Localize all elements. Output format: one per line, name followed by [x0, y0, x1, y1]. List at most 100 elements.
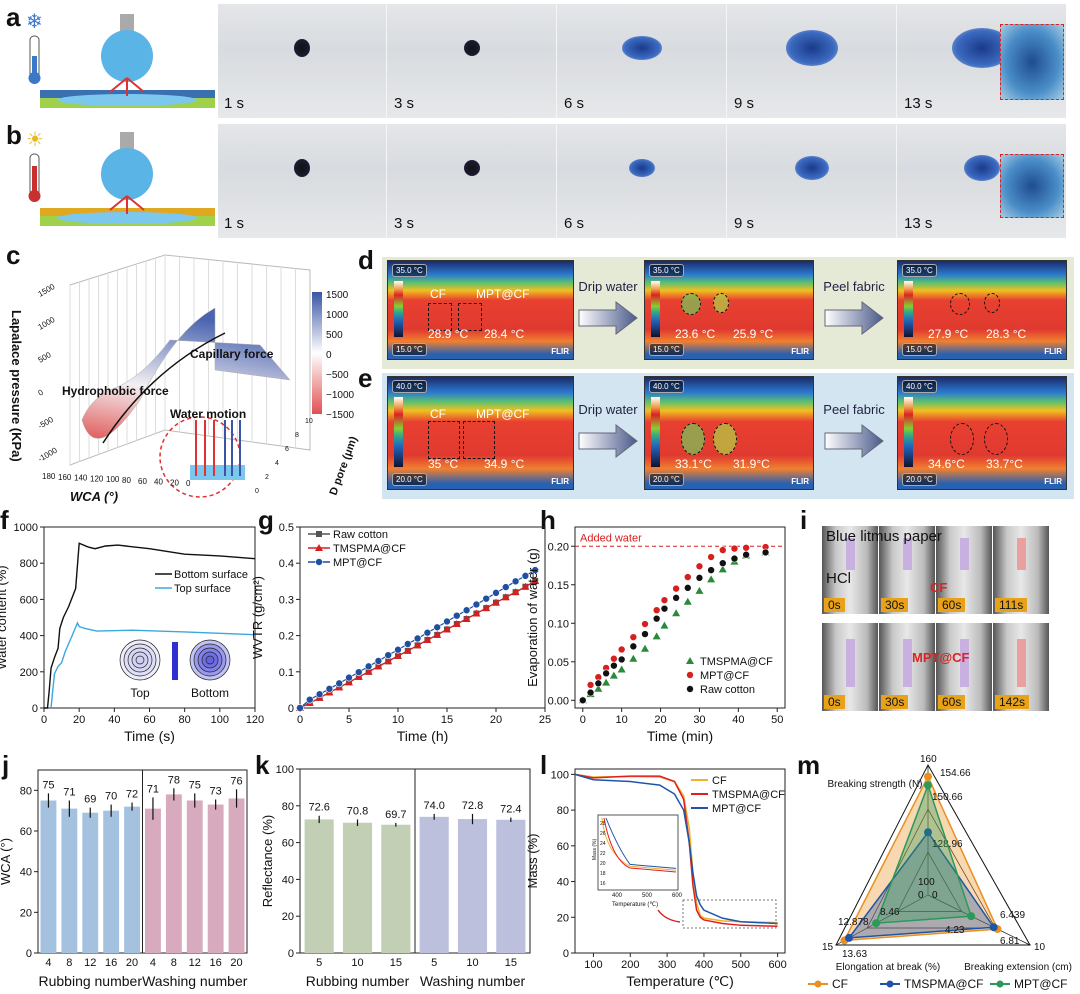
panel-label-l: l — [540, 750, 548, 780]
group-label: Rubbing number — [38, 973, 142, 989]
data-point — [660, 596, 669, 604]
x-tick-label: 50 — [771, 714, 783, 726]
data-point — [730, 554, 739, 563]
data-point — [423, 628, 432, 637]
plot-frame — [43, 526, 256, 709]
water-spread-ring — [127, 647, 153, 673]
plot-frame — [574, 768, 786, 954]
group-label: Rubbing number — [306, 973, 410, 989]
y-tick-label: 400 — [20, 631, 38, 643]
x-tick: 180 — [42, 472, 56, 481]
y-tick-label: 0.05 — [548, 657, 569, 669]
y-tick-label: 0 — [563, 948, 569, 960]
radar-axis-label: Elongation at break (%) — [836, 962, 941, 973]
scale-max-label: 35.0 °C — [902, 264, 937, 277]
bar — [304, 819, 334, 953]
time-label: 13 s — [904, 95, 933, 112]
hcl-label: HCl — [826, 570, 851, 587]
data-point — [511, 588, 520, 596]
panel-label-m: m — [797, 750, 821, 780]
data-point — [501, 583, 510, 591]
temperature-reading: 35 °C — [428, 457, 459, 471]
legend-label: TMSPMA@CF — [904, 977, 984, 991]
data-point — [315, 690, 324, 699]
litmus-strip — [960, 639, 969, 687]
hydrophobic-force-label: Hydrophobic force — [62, 384, 169, 398]
data-point — [354, 672, 363, 680]
thermal-image: 35.0 °C 15.0 °C FLIR CF MPT@CF 28.9 °C 28.4 °C — [387, 260, 574, 360]
y-tick-label: 0.3 — [279, 594, 294, 606]
data-point — [521, 572, 530, 580]
radar-series-0 — [843, 774, 999, 942]
colorbar-tick: 500 — [326, 330, 343, 341]
time-label: 1 s — [224, 215, 245, 232]
colorbar-tick: −500 — [326, 370, 349, 381]
right-arrow-icon — [824, 301, 884, 335]
thermal-image: 40.0 °C 20.0 °C FLIR 33.1°C 31.9°C — [644, 376, 814, 490]
time-label: 60s — [938, 598, 966, 612]
y-tick-label: 60 — [282, 838, 294, 850]
legend-label: Bottom surface — [174, 569, 248, 581]
zoom-inset — [1000, 24, 1064, 100]
strip-frame: 3 s — [388, 124, 557, 238]
y-tick-label: 40 — [282, 874, 294, 886]
water-droplet — [786, 30, 838, 66]
right-arrow-icon — [578, 424, 638, 458]
temperature-reading: 28.9 °C — [428, 327, 469, 341]
data-point — [683, 584, 692, 592]
inset-x-tick: 600 — [672, 893, 683, 899]
x-tick-label: 100 — [584, 959, 602, 971]
y-tick-label: 60 — [557, 841, 569, 853]
data-point — [695, 562, 704, 571]
z-tick: 0 — [37, 387, 46, 397]
data-point — [443, 617, 451, 626]
x-tick-label: 10 — [466, 957, 478, 969]
data-point — [718, 565, 727, 573]
radar-value-label: 6.81 — [1000, 936, 1020, 947]
y-axis-label: Mass (%) — [525, 834, 540, 889]
data-point — [452, 620, 461, 628]
time-label: 9 s — [734, 95, 755, 112]
x-tick-label: 600 — [768, 959, 786, 971]
data-point — [482, 604, 491, 612]
time-label: 9 s — [734, 215, 755, 232]
bar — [145, 808, 161, 953]
data-point — [602, 678, 611, 686]
y-tick-label: 0.15 — [548, 580, 569, 592]
x-tick: 120 — [90, 474, 104, 483]
added-water-label: Added water — [580, 532, 642, 544]
inset-x-tick: 400 — [612, 893, 623, 899]
scale-min-label: 20.0 °C — [649, 473, 684, 486]
panel-label-a: a — [6, 2, 21, 32]
data-point — [578, 696, 587, 705]
data-point — [374, 662, 383, 670]
y-tick-label: 0.5 — [279, 522, 294, 534]
data-point — [718, 546, 727, 554]
data-point — [672, 594, 680, 602]
beaker-photo: 111s — [993, 526, 1049, 614]
data-point — [629, 654, 638, 662]
scale-min-label: 15.0 °C — [649, 343, 684, 356]
data-point — [521, 582, 530, 590]
radar-tick-label: 0 — [918, 890, 924, 901]
panel-label-i: i — [800, 505, 808, 535]
radar-value-label: 4.23 — [945, 925, 965, 936]
x-tick-label: 5 — [431, 957, 437, 969]
x-tick-label: 5 — [316, 957, 322, 969]
time-label: 3 s — [394, 215, 415, 232]
data-point — [660, 604, 669, 613]
colorbar-tick: 1500 — [326, 290, 349, 301]
x-tick-label: 5 — [346, 714, 352, 726]
water-spread-ring — [197, 647, 223, 673]
strip-frame: 1 s — [218, 124, 387, 238]
x-tick-label: 15 — [390, 957, 402, 969]
x-tick-label: 20 — [73, 714, 85, 726]
data-point — [364, 667, 373, 675]
force-arrow — [102, 332, 226, 444]
x-tick-label: 8 — [66, 957, 72, 969]
data-point — [672, 584, 680, 593]
data-point — [617, 645, 626, 654]
x-tick-label: 0 — [41, 714, 47, 726]
x-tick-label: 16 — [105, 957, 117, 969]
y-tick-label: 20 — [20, 907, 32, 919]
